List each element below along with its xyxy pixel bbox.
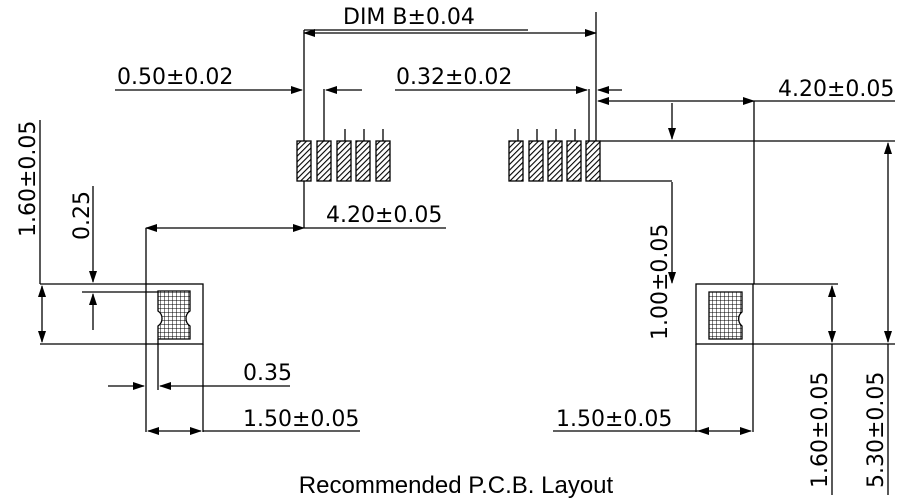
pad-to-pins-label: 1.00±0.05	[648, 224, 673, 340]
offset-mid-label: 4.20±0.05	[326, 203, 442, 228]
dim-b-label: DIM B±0.04	[343, 5, 475, 30]
pad-width-left-label: 1.50±0.05	[243, 407, 359, 432]
right-pin-group	[508, 129, 601, 182]
right-mounting-pad	[695, 283, 754, 345]
dimension-lines	[38, 12, 895, 495]
left-pin-group	[296, 129, 391, 182]
lip-label: 0.35	[243, 361, 292, 386]
total-height-label: 5.30±0.05	[864, 372, 889, 488]
drawing-caption: Recommended P.C.B. Layout	[299, 472, 614, 499]
pin-width-label: 0.50±0.02	[117, 65, 233, 90]
left-mounting-pad	[145, 283, 204, 345]
notch-label: 0.25	[70, 191, 95, 240]
pad-width-right-label: 1.50±0.05	[556, 407, 672, 432]
offset-top-right-label: 4.20±0.05	[778, 77, 894, 102]
pad-height-left-label: 1.60±0.05	[16, 121, 41, 237]
pin-gap-label: 0.32±0.02	[396, 65, 512, 90]
pad-height-right-label: 1.60±0.05	[808, 372, 833, 488]
